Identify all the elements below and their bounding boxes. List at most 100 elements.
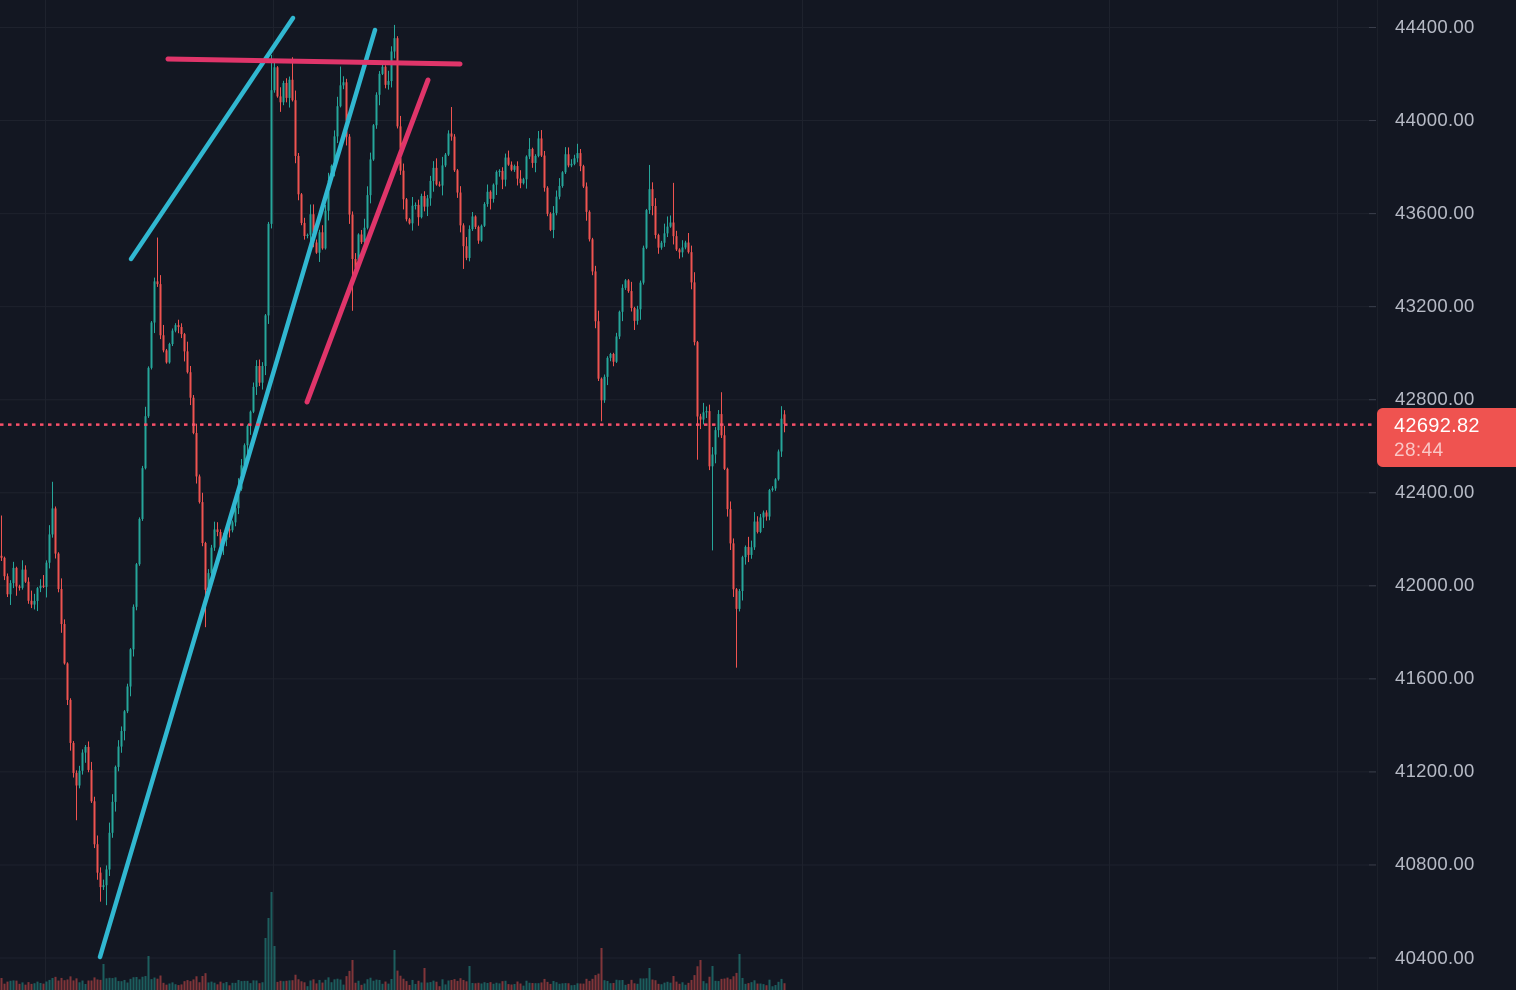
volume-bar (21, 982, 24, 990)
candle-wick (43, 575, 44, 589)
volume-bar (75, 978, 78, 990)
candle-body (33, 600, 36, 605)
candle-body (675, 236, 678, 250)
candle-body (588, 211, 591, 240)
volume-bar (87, 980, 90, 990)
volume-bar (450, 980, 453, 990)
volume-bar (258, 983, 261, 990)
volume-bar (651, 979, 654, 990)
candle-wick (1, 515, 2, 561)
candle-body (660, 242, 663, 248)
candle-body (744, 546, 747, 558)
volume-bar (138, 979, 141, 990)
candle-body (405, 199, 408, 220)
volume-bar (744, 983, 747, 990)
price-axis-ticks (1369, 27, 1376, 959)
candle-wick (76, 770, 77, 821)
volume-bar (720, 978, 723, 990)
volume-bar (624, 984, 627, 990)
candle-wick (439, 181, 440, 187)
price-tick-label: 41200.00 (1395, 760, 1475, 782)
candle-body (105, 869, 108, 886)
volume-bar (537, 983, 540, 990)
candle-body (183, 334, 186, 352)
volume-bar (591, 978, 594, 990)
price-tick-label: 42400.00 (1395, 481, 1475, 503)
candle-body (441, 165, 444, 186)
candle-body (582, 166, 585, 187)
candle-body (90, 769, 93, 802)
candle-body (768, 490, 771, 517)
volume-bar (432, 980, 435, 990)
volume-bar (276, 981, 279, 990)
volume-bar (525, 980, 528, 990)
volume-bar (627, 983, 630, 990)
candle-body (420, 196, 423, 218)
candle-body (357, 234, 360, 270)
last-price-label[interactable]: 42692.82 28:44 (1377, 408, 1516, 468)
candle-body (759, 517, 762, 532)
volume-bar (153, 977, 156, 990)
candle-body (300, 194, 303, 223)
candle-body (570, 163, 573, 166)
candle-body (651, 189, 654, 206)
candle-body (777, 451, 780, 480)
volume-bar (69, 976, 72, 990)
candle-body (735, 589, 738, 609)
candle-body (288, 79, 291, 98)
candle-body (732, 543, 735, 590)
volume-bar (546, 981, 549, 990)
candle-body (522, 179, 525, 184)
volume-bar (6, 981, 9, 990)
candle-body (348, 136, 351, 215)
candle-body (687, 242, 690, 253)
volume-bar (273, 946, 276, 990)
candle-wick (229, 525, 230, 538)
volume-bar (729, 979, 732, 990)
candle-body (204, 543, 207, 590)
volume-bar (147, 956, 150, 990)
pink-trendline-diagonal[interactable] (304, 77, 431, 405)
candle-wick (712, 447, 713, 551)
candle-body (207, 573, 210, 590)
volume-bar (291, 980, 294, 990)
candle-body (465, 246, 468, 258)
volume-bar (609, 983, 612, 990)
candle-body (591, 239, 594, 272)
volume-bar (549, 983, 552, 990)
volume-bar (660, 984, 663, 990)
candle-body (666, 226, 669, 234)
volume-bar (543, 978, 546, 990)
candle-body (669, 222, 672, 227)
pink-resistance-line[interactable] (165, 56, 463, 67)
price-axis[interactable]: 44400.00 44000.00 43600.00 43200.00 42800.00… (1377, 0, 1516, 990)
volume-bar (120, 981, 123, 990)
candle-body (408, 219, 411, 224)
cyan-trendline-short[interactable] (128, 15, 296, 262)
volume-bar (765, 985, 768, 990)
volume-bar (444, 984, 447, 990)
volume-bar (237, 979, 240, 990)
candle-body (432, 167, 435, 181)
candle-body (699, 416, 702, 420)
candle-body (597, 321, 600, 379)
candle-body (468, 229, 471, 258)
volume-bar (132, 977, 135, 990)
volume-bar (108, 977, 111, 990)
candle-body (576, 153, 579, 159)
cyan-trendline-long[interactable] (97, 27, 378, 960)
price-tick-label: 43600.00 (1395, 202, 1475, 224)
candle-body (129, 649, 132, 687)
volume-bar (135, 977, 138, 990)
candle-body (750, 547, 753, 555)
volume-bar (702, 981, 705, 990)
candle-body (111, 801, 114, 833)
volume-bar (63, 980, 66, 990)
candle-body (3, 557, 6, 577)
candle-body (6, 576, 9, 595)
volume-bar (672, 975, 675, 990)
candle-body (537, 138, 540, 156)
candle-body (384, 66, 387, 85)
candle-body (291, 79, 294, 101)
